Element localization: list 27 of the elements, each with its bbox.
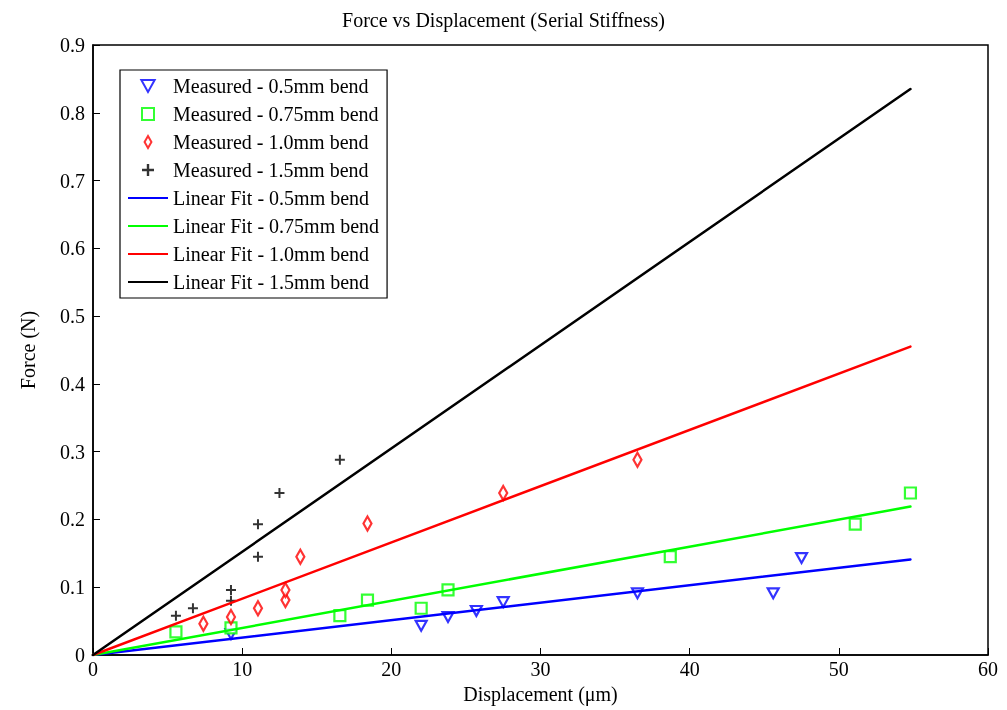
y-tick-label: 0.8 bbox=[60, 101, 85, 124]
legend-label: Linear Fit - 1.0mm bend bbox=[173, 243, 370, 265]
y-tick-label: 0.5 bbox=[60, 305, 85, 328]
x-axis-title: Displacement (μm) bbox=[463, 682, 618, 706]
legend-label: Measured - 0.5mm bend bbox=[173, 75, 369, 97]
legend-label: Linear Fit - 1.5mm bend bbox=[173, 271, 370, 293]
y-tick-label: 0 bbox=[75, 644, 85, 666]
y-tick-label: 0.3 bbox=[60, 440, 85, 463]
y-tick-label: 0.6 bbox=[60, 237, 85, 260]
y-tick-label: 0.1 bbox=[60, 576, 85, 599]
y-tick-label: 0.9 bbox=[60, 34, 85, 56]
legend-label: Measured - 1.5mm bend bbox=[173, 159, 369, 181]
y-tick-label: 0.4 bbox=[60, 372, 85, 395]
x-tick-label: 20 bbox=[381, 658, 402, 680]
y-tick-label: 0.7 bbox=[60, 169, 85, 192]
x-tick-label: 30 bbox=[530, 658, 551, 680]
chart-title: Force vs Displacement (Serial Stiffness) bbox=[342, 9, 665, 32]
y-tick-label: 0.2 bbox=[60, 508, 85, 531]
x-tick-label: 10 bbox=[232, 658, 253, 680]
legend-label: Measured - 1.0mm bend bbox=[173, 131, 369, 153]
x-tick-label: 40 bbox=[679, 658, 700, 680]
x-tick-label: 60 bbox=[978, 658, 998, 680]
y-axis-title: Force (N) bbox=[17, 310, 40, 390]
legend-label: Linear Fit - 0.5mm bend bbox=[173, 187, 370, 209]
legend-label: Measured - 0.75mm bend bbox=[173, 103, 379, 125]
x-tick-label: 50 bbox=[828, 658, 849, 680]
legend-label: Linear Fit - 0.75mm bend bbox=[173, 215, 380, 237]
